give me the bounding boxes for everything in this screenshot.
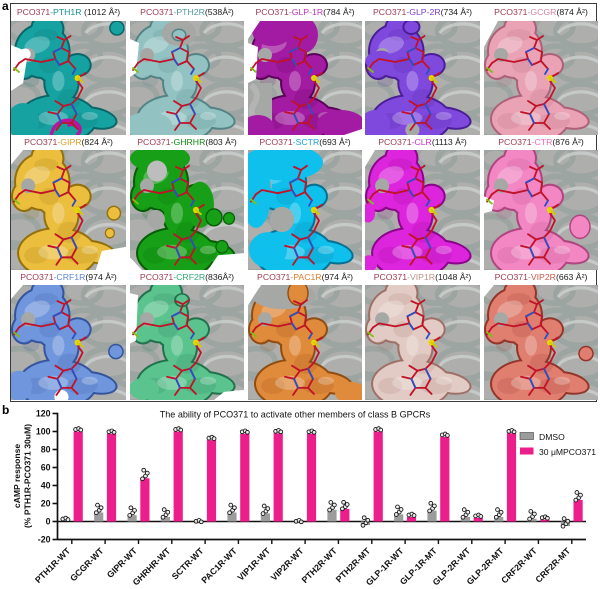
- svg-text:CRF2R-MT: CRF2R-MT: [533, 545, 572, 584]
- svg-text:GIPR-WT: GIPR-WT: [105, 545, 139, 579]
- svg-text:0: 0: [46, 517, 51, 527]
- svg-text:20: 20: [41, 499, 51, 509]
- svg-text:60: 60: [41, 463, 51, 473]
- svg-text:(% PTH1R-PCO371 30uM): (% PTH1R-PCO371 30uM): [23, 424, 33, 528]
- svg-text:PAC1R-WT: PAC1R-WT: [199, 545, 239, 585]
- svg-text:30 μMPCO371: 30 μMPCO371: [539, 447, 596, 457]
- svg-text:80: 80: [41, 445, 51, 455]
- svg-text:100: 100: [36, 427, 51, 437]
- svg-text:120: 120: [36, 409, 51, 419]
- svg-text:VIP1R-WT: VIP1R-WT: [235, 545, 272, 582]
- svg-text:-20: -20: [38, 535, 51, 545]
- svg-text:cAMP response: cAMP response: [12, 444, 22, 509]
- svg-text:The ability of PCO371 to activ: The ability of PCO371 to activate other …: [160, 410, 431, 420]
- svg-text:40: 40: [41, 481, 51, 491]
- svg-text:GCGR-WT: GCGR-WT: [68, 545, 106, 583]
- svg-text:PTH2R-WT: PTH2R-WT: [300, 545, 340, 585]
- svg-text:CRF2R-WT: CRF2R-WT: [499, 545, 539, 585]
- svg-text:PTH1R-WT: PTH1R-WT: [33, 545, 73, 585]
- svg-text:DMSO: DMSO: [539, 432, 565, 442]
